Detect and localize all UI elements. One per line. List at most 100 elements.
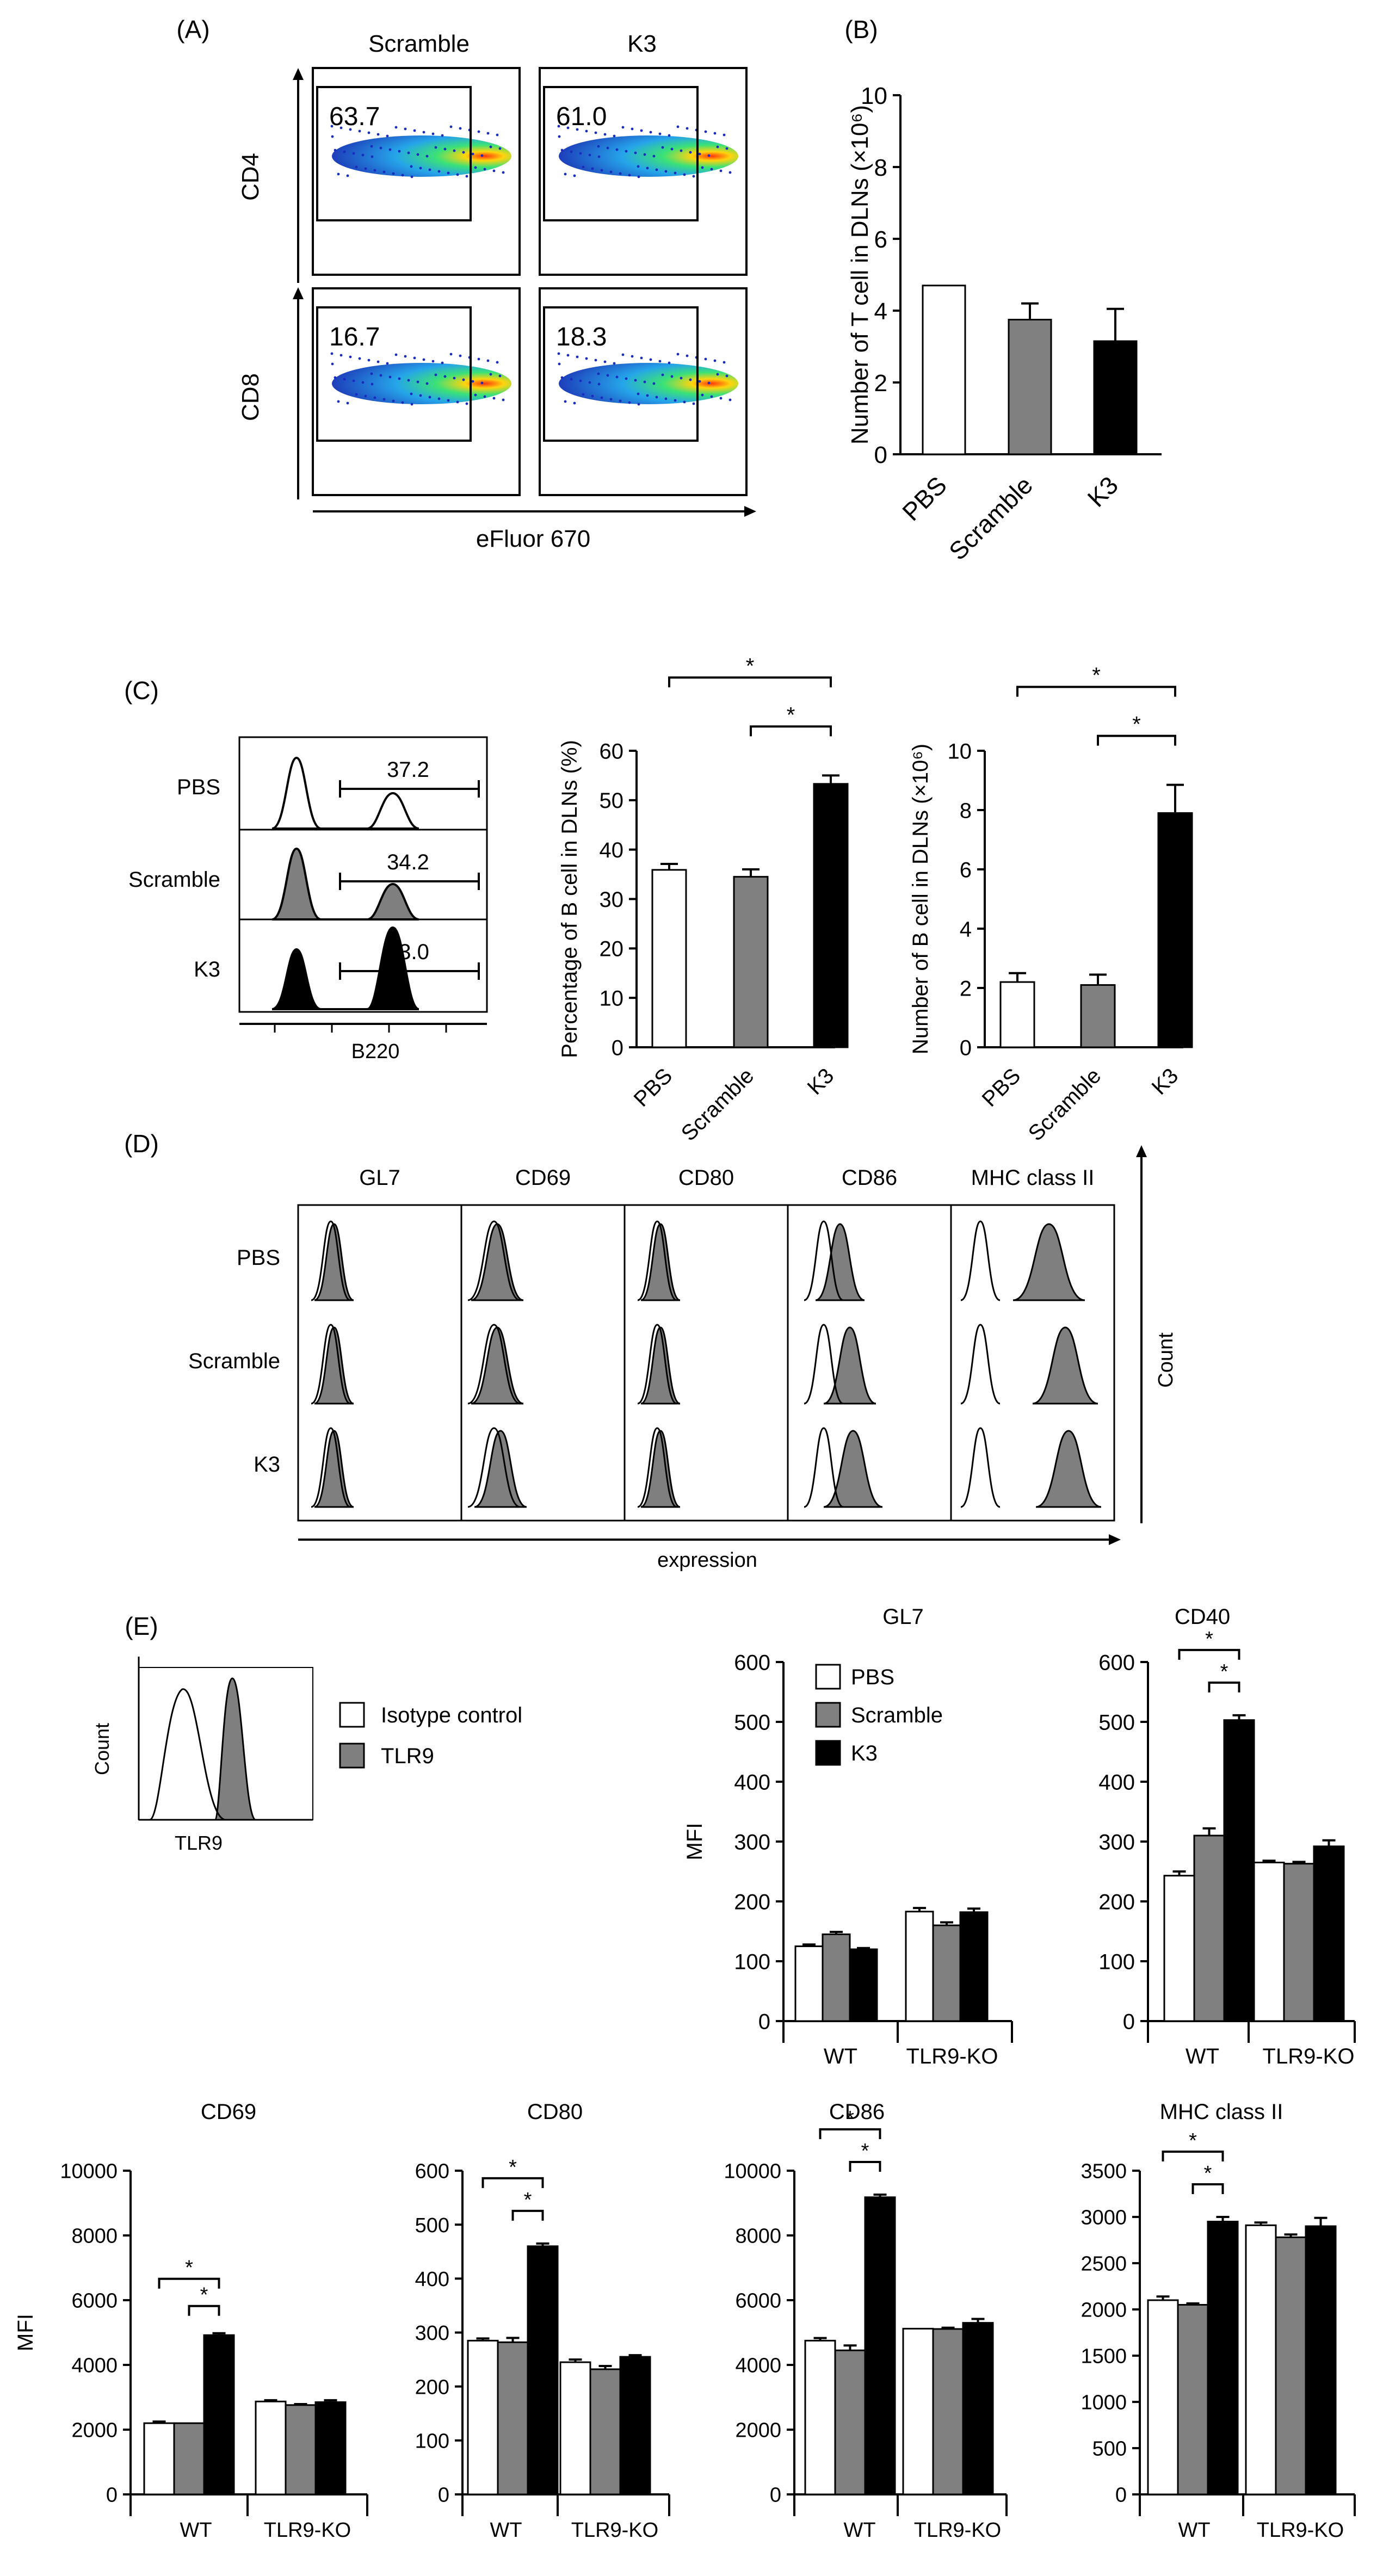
y-tick-label: 0 bbox=[1115, 2484, 1127, 2507]
dot-plot-event bbox=[557, 352, 560, 355]
dot-plot-gate bbox=[316, 306, 472, 442]
y-tick-label: 100 bbox=[1098, 1950, 1135, 1974]
significance-star: * bbox=[1205, 1628, 1213, 1651]
dot-plot-event bbox=[597, 155, 601, 158]
dot-plot-event bbox=[603, 133, 607, 136]
bar-k3-wt bbox=[849, 1948, 878, 2022]
significance-star: * bbox=[509, 2156, 517, 2179]
dot-plot-event bbox=[471, 380, 474, 383]
dot-plot-event bbox=[701, 166, 704, 169]
dot-plot-event bbox=[407, 379, 410, 382]
x-tick-label: PBS bbox=[897, 471, 952, 526]
bar-pbs-tlr9-ko bbox=[559, 2361, 591, 2495]
y-tick-label: 600 bbox=[1098, 1651, 1135, 1675]
y-tick-label: 4 bbox=[960, 917, 972, 941]
dot-plot-event bbox=[603, 360, 607, 363]
dot-plot-event bbox=[349, 355, 352, 359]
significance-star: * bbox=[1220, 1660, 1228, 1683]
y-tick-label: 10000 bbox=[724, 2160, 781, 2183]
dot-plot-event bbox=[437, 170, 441, 173]
dot-plot-event bbox=[425, 382, 429, 385]
significance-star: * bbox=[1189, 2129, 1197, 2152]
dot-plot-event bbox=[716, 145, 719, 149]
dot-plot-event bbox=[570, 150, 573, 153]
dot-plot-event bbox=[355, 165, 358, 169]
dot-plot-event bbox=[728, 171, 732, 174]
dot-plot-event bbox=[364, 394, 367, 398]
dot-plot-event bbox=[431, 360, 435, 363]
dot-plot-event bbox=[625, 150, 628, 153]
bar-scramble-wt bbox=[834, 2349, 866, 2495]
dot-plot-event bbox=[465, 402, 468, 405]
dot-plot-event bbox=[388, 375, 392, 379]
dot-plot-event bbox=[465, 175, 468, 178]
bar-k3-tlr9-ko bbox=[619, 2356, 651, 2495]
histogram-row-label: K3 bbox=[194, 957, 220, 981]
y-tick-label: 4000 bbox=[735, 2355, 781, 2377]
dot-plot-event bbox=[557, 125, 560, 128]
dot-plot-event bbox=[502, 171, 505, 174]
y-tick-label: 500 bbox=[1098, 1710, 1135, 1734]
bar-scramble bbox=[1080, 984, 1116, 1048]
dot-plot-event bbox=[376, 133, 380, 136]
dot-plot-event bbox=[337, 172, 340, 176]
y-tick-label: 2000 bbox=[735, 2419, 781, 2442]
panel-d-y-label: Count bbox=[1154, 1332, 1177, 1388]
bar-scramble-tlr9-ko bbox=[932, 2328, 964, 2495]
bar-k3 bbox=[1157, 812, 1193, 1048]
dot-plot-event bbox=[652, 155, 656, 158]
y-axis-label: Number of B cell in DLNs (×10⁶) bbox=[909, 744, 933, 1054]
dot-plot-event bbox=[394, 353, 398, 356]
x-tick-label: Scramble bbox=[943, 471, 1038, 565]
significance-bracket bbox=[1191, 2183, 1224, 2194]
significance-bracket bbox=[481, 2177, 544, 2188]
bar-scramble-tlr9-ko bbox=[589, 2368, 621, 2495]
bar-k3-wt bbox=[527, 2245, 559, 2495]
dot-plot-event bbox=[576, 128, 579, 131]
y-tick-label: 2 bbox=[874, 370, 887, 397]
dot-plot-event bbox=[719, 397, 723, 400]
bar-pbs-wt bbox=[467, 2339, 499, 2495]
dot-plot-event bbox=[658, 132, 662, 135]
dot-plot-event bbox=[486, 359, 490, 362]
figure-layer: (A) (B) (C) (D) (E) Scramble K3 CD4 CD8 eFluor 67… bbox=[14, 15, 1356, 2542]
bar-k3-tlr9-ko bbox=[1305, 2225, 1337, 2495]
dot-plot-event bbox=[410, 165, 413, 168]
dot-plot-event bbox=[707, 381, 711, 385]
y-tick-label: 600 bbox=[415, 2160, 449, 2183]
y-tick-label: 30 bbox=[600, 888, 624, 912]
dot-plot-event bbox=[670, 375, 674, 378]
dot-plot-event bbox=[637, 175, 640, 178]
y-tick-label: 400 bbox=[1098, 1770, 1135, 1794]
y-tick-label: 200 bbox=[734, 1890, 770, 1914]
panel-d-isotype-histogram bbox=[467, 1220, 521, 1301]
dot-plot-event bbox=[573, 174, 576, 177]
dot-plot-event bbox=[707, 154, 711, 157]
chart-title: CD69 bbox=[201, 2100, 256, 2124]
dot-plot-event bbox=[394, 126, 398, 129]
y-tick-label: 6000 bbox=[735, 2290, 781, 2313]
panel-d-sample-histogram bbox=[640, 1430, 681, 1508]
legend-swatch bbox=[815, 1664, 841, 1690]
dot-plot-density bbox=[559, 135, 738, 177]
histogram-curve bbox=[271, 926, 419, 1010]
panel-d-sample-histogram bbox=[471, 1223, 524, 1301]
dot-plot-event bbox=[591, 394, 594, 398]
dot-plot-event bbox=[585, 357, 588, 360]
dot-plot-event bbox=[652, 382, 656, 385]
y-tick-label: 200 bbox=[1098, 1890, 1135, 1914]
panel-d-x-label: expression bbox=[657, 1549, 757, 1572]
dot-plot-event bbox=[498, 147, 502, 150]
panel-a-y-arrow-head bbox=[293, 287, 304, 299]
significance-star: * bbox=[1092, 664, 1101, 688]
dot-plot-event bbox=[664, 170, 668, 173]
dot-plot-event bbox=[692, 175, 695, 178]
bar-scramble-wt bbox=[173, 2422, 205, 2495]
y-tick-label: 6 bbox=[960, 858, 972, 882]
dot-plot-event bbox=[361, 153, 365, 157]
bar-scramble-wt bbox=[822, 1933, 851, 2022]
y-axis-label: MFI bbox=[14, 2314, 38, 2351]
dot-plot-event bbox=[664, 397, 668, 400]
dot-plot-event bbox=[392, 172, 395, 175]
dot-plot-event bbox=[658, 360, 662, 363]
